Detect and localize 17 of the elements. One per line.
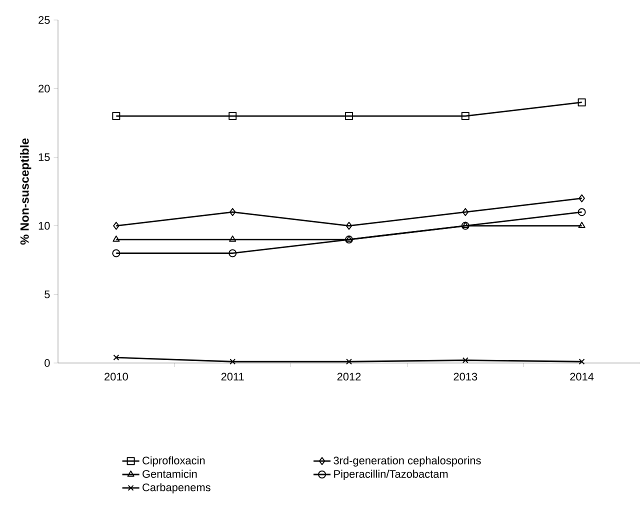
y-axis-title: % Non-susceptible bbox=[20, 138, 32, 245]
legend-label: Gentamicin bbox=[142, 470, 197, 478]
y-tick-label: 0 bbox=[44, 359, 50, 367]
y-tick-label: 25 bbox=[38, 16, 50, 24]
x-tick-label: 2012 bbox=[337, 372, 361, 381]
y-tick-label: 20 bbox=[38, 84, 50, 92]
y-tick-label: 10 bbox=[38, 222, 50, 230]
legend-label: Carbapenems bbox=[142, 483, 210, 494]
y-tick-label: 15 bbox=[38, 153, 50, 162]
x-tick-label: 2010 bbox=[104, 372, 128, 381]
legend-label: 3rd-generation cephalosporins bbox=[334, 456, 481, 467]
x-tick-label: 2011 bbox=[221, 372, 244, 381]
y-tick-label: 5 bbox=[44, 290, 50, 298]
legend-label: Piperacillin/Tazobactam bbox=[334, 470, 448, 480]
legend-label: Ciprofloxacin bbox=[142, 456, 205, 467]
x-tick-label: 2014 bbox=[570, 372, 594, 381]
x-tick-label: 2013 bbox=[454, 372, 478, 381]
